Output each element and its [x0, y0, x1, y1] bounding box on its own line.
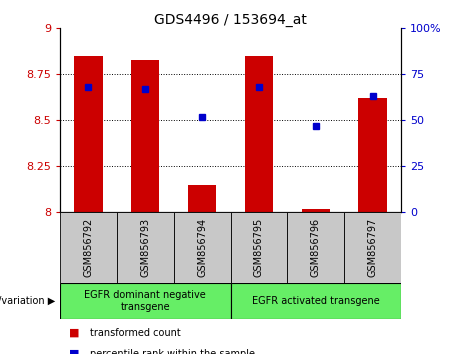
Bar	[131, 59, 160, 212]
Text: transformed count: transformed count	[90, 328, 181, 338]
Text: GSM856793: GSM856793	[140, 218, 150, 277]
Text: GSM856792: GSM856792	[83, 218, 94, 277]
Bar	[74, 56, 102, 212]
Bar	[344, 212, 401, 283]
Text: GSM856795: GSM856795	[254, 218, 264, 277]
Text: GSM856794: GSM856794	[197, 218, 207, 277]
Bar	[358, 98, 387, 212]
Bar	[60, 212, 117, 283]
Bar	[301, 209, 330, 212]
Bar	[230, 212, 287, 283]
Text: genotype/variation ▶: genotype/variation ▶	[0, 296, 55, 306]
Text: ■: ■	[69, 349, 80, 354]
Bar	[188, 185, 216, 212]
Text: EGFR dominant negative
transgene: EGFR dominant negative transgene	[84, 290, 206, 312]
Text: GSM856796: GSM856796	[311, 218, 321, 277]
Bar	[287, 212, 344, 283]
Bar	[117, 212, 174, 283]
Bar	[174, 212, 230, 283]
Text: percentile rank within the sample: percentile rank within the sample	[90, 349, 255, 354]
Text: GSM856797: GSM856797	[367, 218, 378, 277]
Text: EGFR activated transgene: EGFR activated transgene	[252, 296, 380, 306]
Bar	[245, 56, 273, 212]
Bar	[60, 283, 230, 319]
Text: ■: ■	[69, 328, 80, 338]
Bar	[230, 283, 401, 319]
Title: GDS4496 / 153694_at: GDS4496 / 153694_at	[154, 13, 307, 27]
